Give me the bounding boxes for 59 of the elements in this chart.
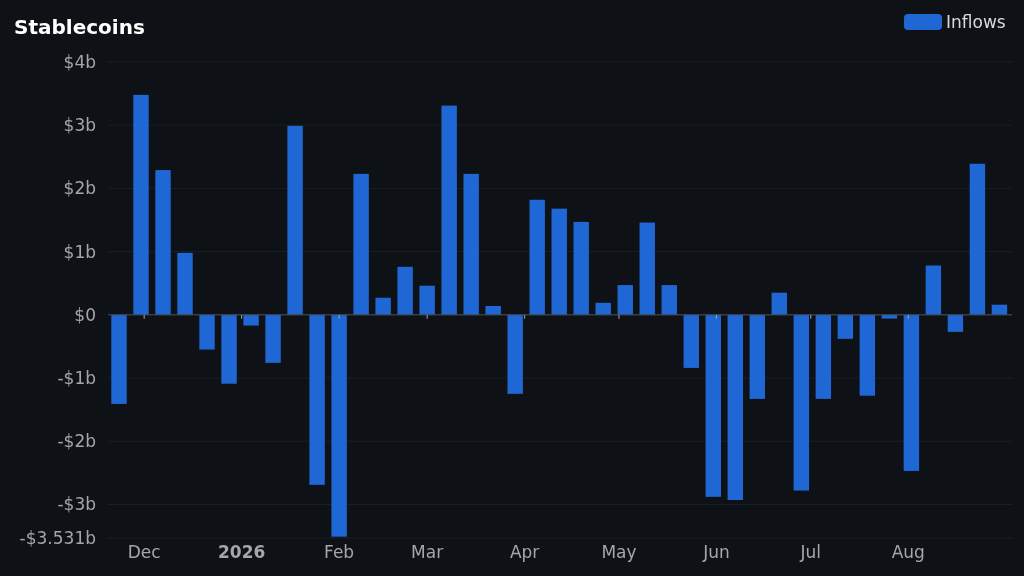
bar	[397, 266, 413, 315]
y-tick-label: -$3b	[57, 494, 96, 515]
bar	[463, 173, 479, 315]
bar	[925, 265, 942, 315]
bar	[419, 285, 435, 315]
bar	[199, 314, 215, 350]
bar	[529, 199, 545, 315]
bar	[353, 173, 369, 315]
bar	[749, 314, 766, 399]
y-tick-label: $0	[74, 304, 96, 325]
y-tick-label: -$1b	[57, 367, 96, 388]
bar	[485, 305, 501, 315]
legend-label: Inflows	[946, 11, 1006, 32]
bar	[661, 285, 677, 315]
bar	[441, 105, 457, 315]
bar	[881, 314, 898, 319]
bar	[375, 297, 391, 315]
y-tick-label: -$2b	[57, 431, 96, 452]
y-tick-label: $2b	[63, 178, 96, 199]
bar	[793, 314, 810, 491]
bar	[837, 314, 854, 339]
bar	[177, 252, 193, 315]
chart-title: Stablecoins	[14, 15, 145, 39]
bar	[969, 163, 986, 315]
bar	[265, 314, 281, 363]
bar	[111, 314, 127, 404]
bar	[221, 314, 237, 384]
bar	[573, 221, 589, 315]
y-tick-label: $1b	[63, 241, 96, 262]
bar	[815, 314, 832, 399]
bar	[155, 170, 171, 315]
bar	[859, 314, 876, 396]
bar	[133, 94, 149, 315]
x-tick-label: Dec	[127, 542, 161, 562]
bar	[507, 314, 523, 394]
bar	[243, 314, 259, 326]
y-tick-label: $3b	[63, 115, 96, 136]
bar	[771, 292, 788, 315]
y-tick-label: -$3.531b	[19, 527, 96, 548]
x-tick-label: Apr	[509, 542, 540, 562]
bar	[287, 125, 303, 315]
bar	[705, 314, 721, 497]
x-tick-label: May	[601, 542, 637, 562]
bar	[903, 314, 920, 471]
x-tick-label: 2026	[217, 542, 266, 562]
bar	[683, 314, 699, 368]
bar	[947, 314, 964, 332]
x-tick-label: Aug	[891, 542, 925, 562]
bar	[551, 208, 567, 315]
x-tick-label: Jun	[702, 542, 730, 562]
y-tick-label: $4b	[63, 51, 96, 72]
x-tick-label: Jul	[799, 542, 822, 562]
bar	[617, 285, 633, 315]
bar	[331, 314, 347, 537]
bar	[727, 314, 743, 501]
x-tick-label: Feb	[324, 542, 355, 562]
x-tick-label: Mar	[411, 542, 444, 562]
bar	[639, 222, 655, 315]
bar	[309, 314, 325, 485]
